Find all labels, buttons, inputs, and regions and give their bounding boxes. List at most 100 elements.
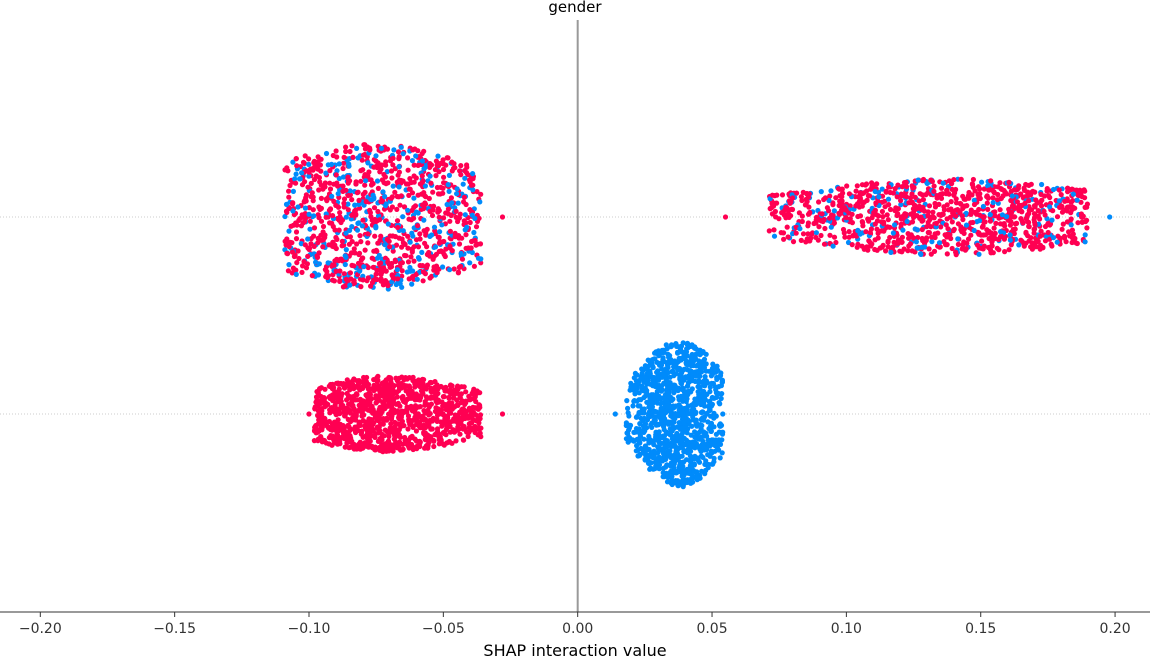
data-point: [335, 204, 342, 210]
outlier-point: [499, 411, 506, 417]
data-point: [342, 253, 348, 259]
data-point: [995, 191, 1001, 198]
data-point: [813, 230, 820, 236]
data-point: [800, 231, 807, 237]
data-point: [338, 393, 344, 399]
data-point: [343, 144, 349, 150]
data-point: [346, 424, 352, 430]
data-point: [297, 176, 303, 182]
data-point: [352, 202, 358, 208]
data-point: [449, 200, 455, 206]
data-point: [863, 229, 869, 235]
data-point: [781, 212, 787, 218]
data-point: [1074, 187, 1080, 193]
data-point: [427, 173, 433, 179]
data-point: [381, 171, 387, 178]
data-point: [976, 251, 982, 257]
data-point: [702, 374, 708, 380]
data-point: [318, 168, 324, 174]
data-point: [396, 169, 402, 175]
data-point: [669, 477, 675, 483]
data-point: [457, 395, 463, 401]
data-point: [1025, 219, 1031, 225]
data-point: [960, 205, 966, 211]
data-point: [409, 247, 415, 253]
data-point: [624, 398, 630, 404]
data-point: [925, 213, 931, 219]
data-point: [405, 167, 411, 173]
data-point: [349, 212, 355, 218]
data-point: [677, 462, 683, 468]
data-point: [320, 244, 326, 250]
data-point: [981, 243, 987, 249]
data-point: [408, 388, 414, 394]
data-point: [468, 245, 474, 251]
x-tick-label: 0.00: [562, 621, 593, 637]
data-point: [356, 250, 363, 256]
data-point: [387, 244, 393, 250]
data-point: [324, 198, 330, 204]
data-point: [953, 207, 959, 213]
data-point: [771, 233, 778, 239]
data-point: [1047, 204, 1053, 210]
data-point: [328, 381, 334, 388]
data-point: [318, 195, 324, 201]
data-point: [303, 192, 309, 198]
data-point: [322, 403, 328, 409]
data-point: [386, 398, 393, 404]
data-point: [684, 406, 690, 412]
data-point: [675, 350, 681, 356]
data-point: [949, 219, 955, 225]
data-point: [372, 233, 378, 239]
data-point: [417, 262, 423, 269]
data-point: [694, 443, 701, 449]
data-point: [449, 168, 455, 174]
data-point: [470, 171, 476, 177]
data-point: [413, 271, 419, 278]
data-point: [407, 442, 413, 448]
data-point: [306, 211, 312, 217]
data-point: [345, 180, 351, 186]
data-point: [311, 438, 317, 444]
data-point: [886, 184, 892, 190]
data-point: [309, 273, 315, 279]
data-point: [887, 189, 893, 196]
data-point: [666, 380, 672, 386]
data-point: [390, 248, 396, 254]
data-point: [821, 216, 827, 223]
data-point: [980, 203, 987, 210]
data-point: [914, 227, 921, 233]
data-point: [1031, 211, 1038, 217]
data-point: [391, 444, 397, 450]
data-point: [720, 429, 726, 435]
data-point: [924, 224, 930, 230]
data-point: [919, 207, 925, 213]
x-tick-label: 0.05: [696, 621, 727, 637]
data-point: [718, 370, 724, 376]
data-point: [346, 241, 352, 247]
data-point: [813, 214, 820, 220]
data-point: [478, 260, 484, 266]
data-point: [633, 378, 640, 384]
data-point: [454, 191, 460, 197]
data-point: [415, 223, 421, 229]
data-point: [338, 219, 344, 226]
data-point: [374, 178, 381, 184]
data-point: [302, 153, 308, 159]
data-point: [457, 168, 463, 174]
data-point: [846, 234, 852, 240]
data-point: [683, 389, 689, 395]
data-point: [693, 421, 699, 427]
data-point: [403, 181, 409, 187]
data-point: [450, 427, 456, 433]
data-point: [286, 228, 292, 234]
data-point: [1022, 194, 1028, 200]
data-point: [665, 404, 672, 410]
data-point: [367, 407, 373, 413]
data-point: [461, 437, 467, 443]
data-point: [461, 194, 467, 200]
data-point: [948, 235, 954, 242]
data-point: [886, 202, 892, 208]
data-point: [383, 268, 389, 274]
data-point: [638, 445, 644, 452]
